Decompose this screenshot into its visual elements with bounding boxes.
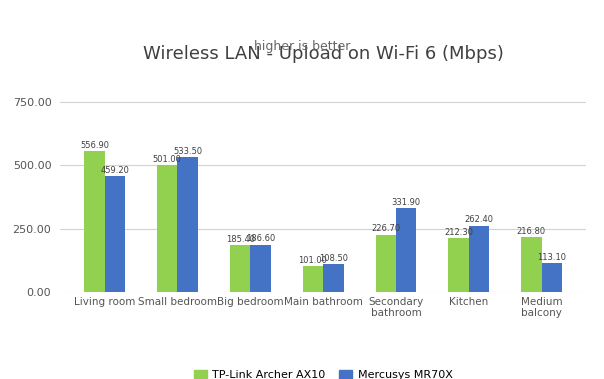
Text: 331.90: 331.90	[391, 198, 421, 207]
Bar	[448, 238, 469, 292]
Bar	[376, 235, 396, 292]
Text: 113.10: 113.10	[538, 253, 567, 262]
Text: 186.60: 186.60	[246, 235, 275, 243]
Text: 226.70: 226.70	[371, 224, 400, 233]
Bar	[303, 266, 323, 292]
Bar	[104, 176, 125, 292]
Bar	[230, 245, 250, 292]
Text: 108.50: 108.50	[319, 254, 348, 263]
Bar	[396, 208, 416, 292]
Legend: TP-Link Archer AX10, Mercusys MR70X: TP-Link Archer AX10, Mercusys MR70X	[189, 366, 457, 379]
Bar	[178, 157, 198, 292]
Text: 501.00: 501.00	[153, 155, 182, 164]
Bar	[469, 226, 489, 292]
Text: 533.50: 533.50	[173, 147, 202, 156]
Bar	[250, 245, 271, 292]
Text: 101.00: 101.00	[298, 256, 327, 265]
Bar	[521, 237, 542, 292]
Text: higher is better: higher is better	[254, 40, 350, 53]
Bar	[157, 165, 178, 292]
Text: 556.90: 556.90	[80, 141, 109, 150]
Text: 262.40: 262.40	[464, 215, 493, 224]
Title: Wireless LAN - Upload on Wi-Fi 6 (Mbps): Wireless LAN - Upload on Wi-Fi 6 (Mbps)	[143, 45, 504, 63]
Bar	[85, 151, 104, 292]
Text: 459.20: 459.20	[100, 166, 129, 175]
Bar	[542, 263, 562, 292]
Text: 216.80: 216.80	[517, 227, 546, 236]
Text: 212.30: 212.30	[444, 228, 473, 237]
Bar	[323, 265, 344, 292]
Text: 185.40: 185.40	[226, 235, 255, 244]
